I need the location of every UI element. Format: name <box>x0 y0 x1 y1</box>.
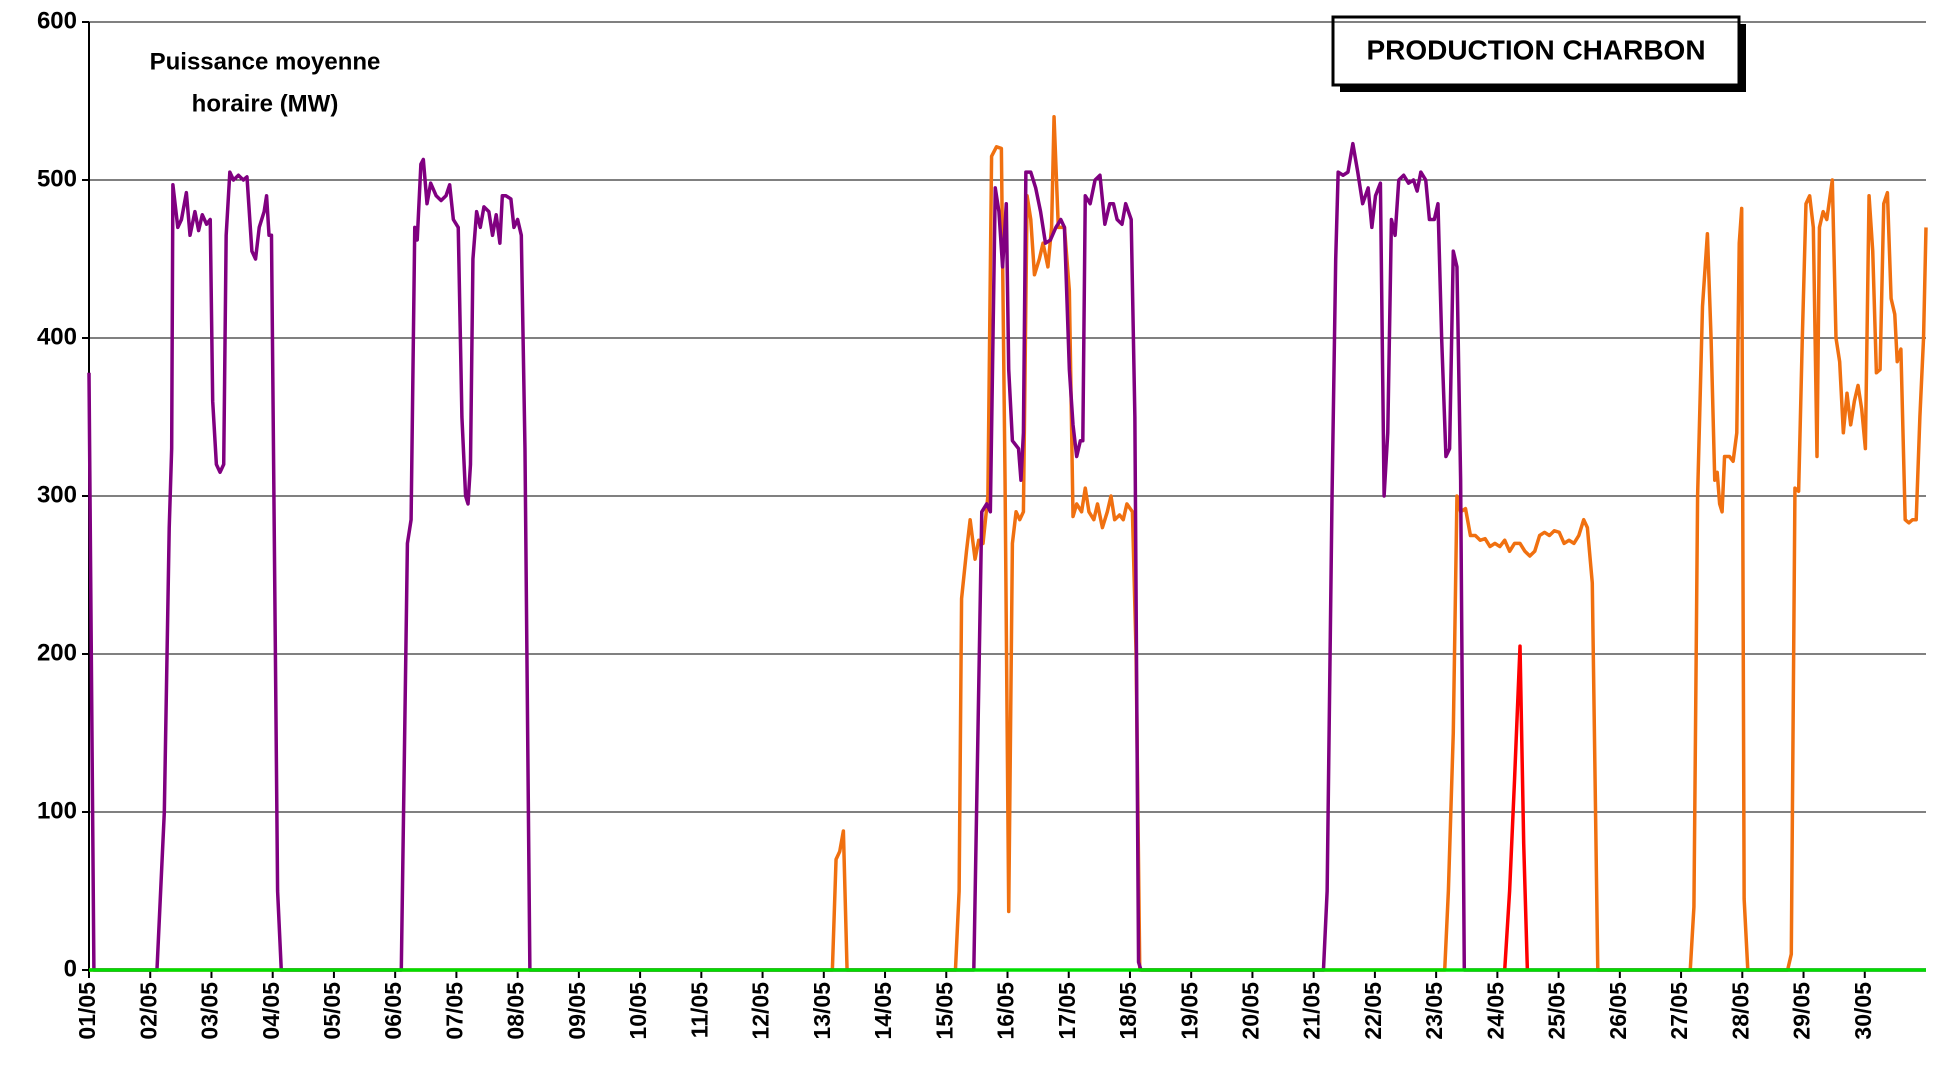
x-tick-label: 06/05 <box>380 982 406 1040</box>
x-tick-label: 11/05 <box>686 982 712 1038</box>
x-tick-label: 05/05 <box>319 982 345 1040</box>
y-tick-label: 400 <box>37 323 77 350</box>
x-tick-label: 29/05 <box>1789 982 1815 1040</box>
y-axis-label: Puissance moyenne <box>150 48 381 75</box>
x-tick-label: 09/05 <box>564 982 590 1040</box>
series-line <box>87 141 1926 972</box>
x-tick-label: 25/05 <box>1544 982 1570 1040</box>
title-box <box>1331 15 1741 87</box>
x-tick-label: 18/05 <box>1115 982 1141 1040</box>
series-line <box>1502 644 1530 971</box>
x-tick-label: 27/05 <box>1666 982 1692 1040</box>
x-tick-label: 13/05 <box>809 982 835 1040</box>
x-tick-label: 17/05 <box>1054 982 1080 1040</box>
x-tick-label: 19/05 <box>1176 982 1202 1040</box>
y-tick-label: 500 <box>37 165 77 192</box>
x-tick-label: 22/05 <box>1360 982 1386 1040</box>
chart-title: PRODUCTION CHARBON <box>1366 34 1705 65</box>
x-tick-label: 01/05 <box>74 982 100 1040</box>
x-tick-label: 15/05 <box>931 982 957 1040</box>
x-tick-label: 02/05 <box>135 982 161 1040</box>
y-tick-label: 100 <box>37 797 77 824</box>
x-tick-label: 03/05 <box>197 982 223 1040</box>
x-tick-label: 24/05 <box>1482 982 1508 1040</box>
x-tick-label: 21/05 <box>1299 982 1325 1040</box>
x-tick-label: 12/05 <box>748 982 774 1040</box>
x-tick-label: 07/05 <box>441 982 467 1040</box>
x-tick-label: 04/05 <box>258 982 284 1040</box>
x-tick-label: 10/05 <box>625 982 651 1040</box>
x-tick-label: 08/05 <box>503 982 529 1040</box>
y-tick-label: 300 <box>37 481 77 508</box>
x-tick-label: 23/05 <box>1421 982 1447 1040</box>
x-tick-label: 30/05 <box>1850 982 1876 1040</box>
y-tick-label: 200 <box>37 639 77 666</box>
x-tick-label: 20/05 <box>1238 982 1264 1040</box>
x-tick-label: 14/05 <box>870 982 896 1040</box>
y-tick-label: 600 <box>37 7 77 34</box>
x-tick-label: 16/05 <box>993 982 1019 1040</box>
y-tick-label: 0 <box>64 955 77 982</box>
y-axis-label: horaire (MW) <box>192 90 339 117</box>
x-tick-label: 26/05 <box>1605 982 1631 1040</box>
x-tick-label: 28/05 <box>1727 982 1753 1040</box>
